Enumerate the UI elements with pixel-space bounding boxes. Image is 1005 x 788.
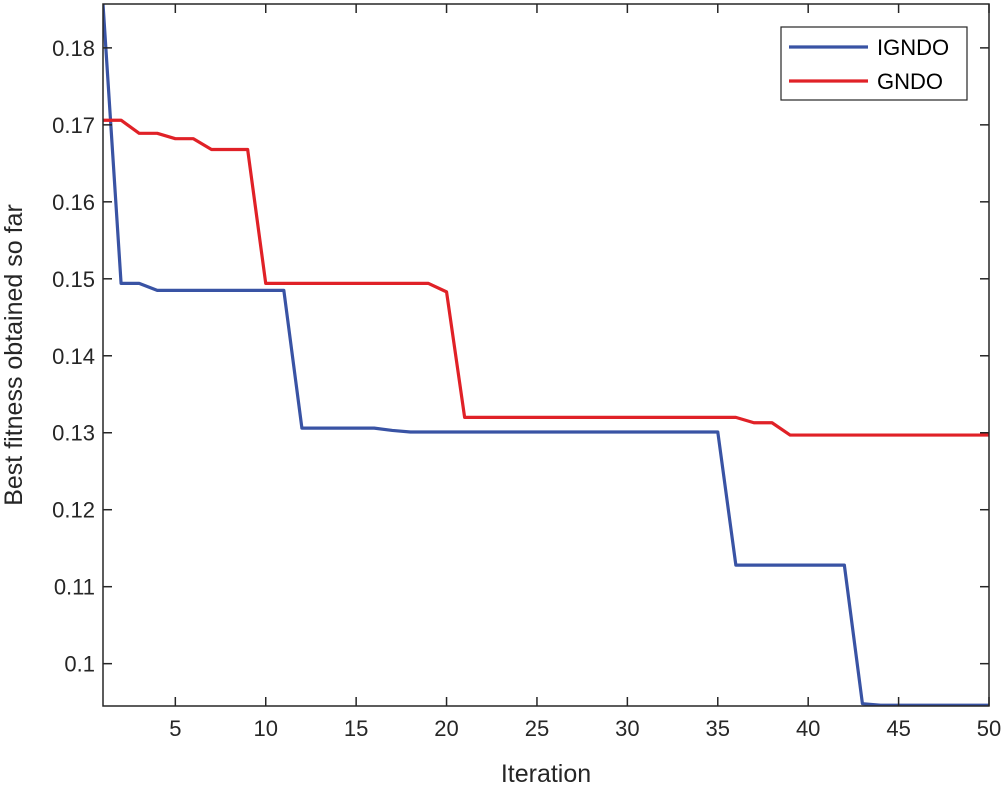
x-tick-label: 35 [706, 716, 730, 741]
y-tick-label: 0.17 [52, 113, 95, 138]
x-tick-label: 50 [977, 716, 1001, 741]
y-axis-label: Best fitness obtained so far [0, 204, 28, 506]
y-tick-label: 0.15 [52, 267, 95, 292]
y-tick-label: 0.11 [54, 575, 95, 600]
y-tick-label: 0.12 [52, 498, 95, 523]
tick-layer: 5 10 15 20 25 30 35 40 45 50 0.1 0.11 0.12 0.13 0.14 0.… [52, 4, 1001, 741]
y-tick-label: 0.18 [52, 36, 95, 61]
series-line-gndo [103, 118, 989, 437]
series-layer [103, 4, 989, 706]
x-tick-label: 10 [253, 716, 277, 741]
x-tick-label: 40 [796, 716, 820, 741]
y-tick-label: 0.1 [64, 652, 95, 677]
x-axis-label: Iteration [501, 760, 591, 788]
y-tick-label: 0.13 [52, 421, 95, 446]
x-tick-label: 45 [886, 716, 910, 741]
x-tick-label: 20 [434, 716, 458, 741]
y-tick-label: 0.16 [52, 190, 95, 215]
plot-area [103, 4, 989, 706]
legend: IGNDO GNDO [780, 26, 968, 101]
x-tick-label: 5 [169, 716, 181, 741]
plot-frame [102, 3, 990, 707]
series-line-igndo [103, 4, 989, 706]
legend-label-gndo: GNDO [877, 69, 943, 94]
legend-label-igndo: IGNDO [877, 35, 949, 60]
x-tick-label: 30 [615, 716, 639, 741]
y-tick-label: 0.14 [52, 344, 95, 369]
x-tick-label: 25 [525, 716, 549, 741]
legend-box [780, 26, 968, 101]
x-tick-label: 15 [344, 716, 368, 741]
